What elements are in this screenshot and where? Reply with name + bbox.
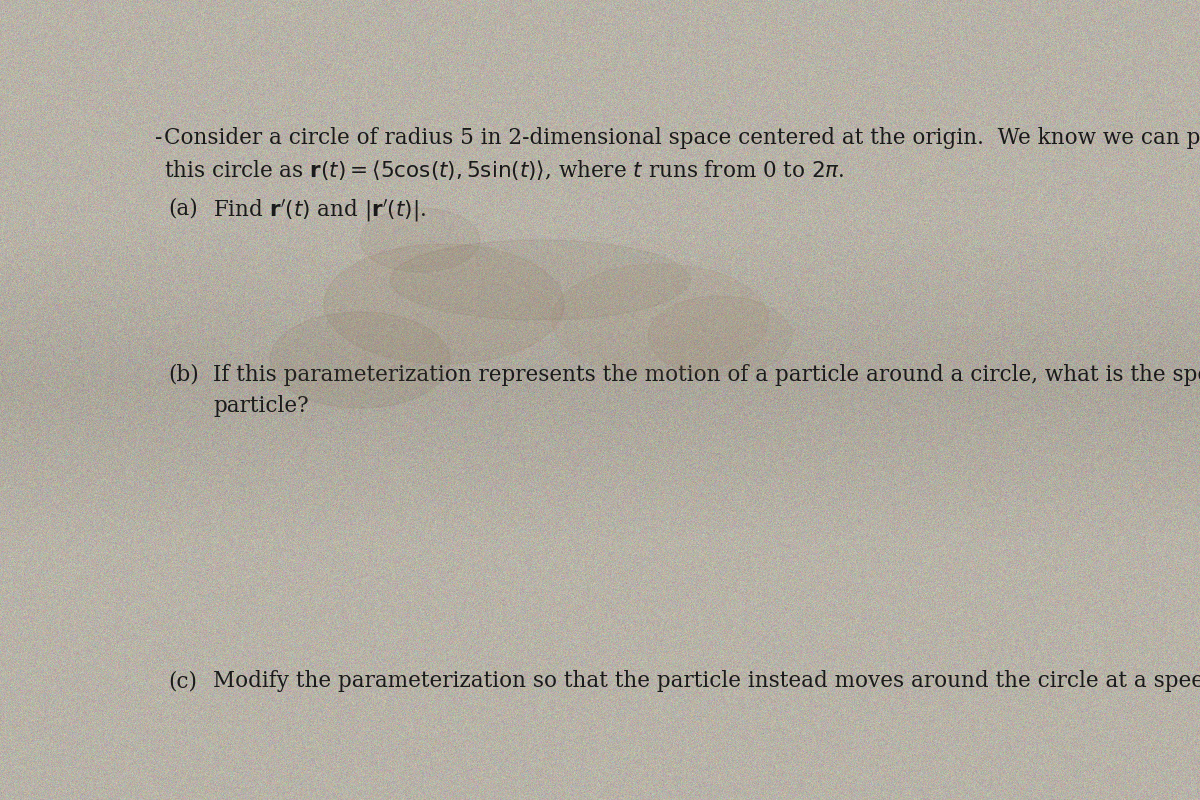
- Text: (c): (c): [168, 670, 198, 692]
- Text: Consider a circle of radius 5 in 2-dimensional space centered at the origin.  We: Consider a circle of radius 5 in 2-dimen…: [164, 127, 1200, 149]
- Text: Find $\mathbf{r}'(t)$ and $|\mathbf{r}'(t)|$.: Find $\mathbf{r}'(t)$ and $|\mathbf{r}'(…: [214, 198, 426, 224]
- Ellipse shape: [390, 240, 690, 320]
- Text: -: -: [155, 127, 162, 149]
- Ellipse shape: [552, 264, 768, 376]
- Text: this circle as $\mathbf{r}(t) = \langle 5\cos(t), 5\sin(t)\rangle$, where $t$ ru: this circle as $\mathbf{r}(t) = \langle …: [164, 158, 845, 182]
- Ellipse shape: [360, 208, 480, 272]
- Ellipse shape: [324, 244, 564, 364]
- Text: If this parameterization represents the motion of a particle around a circle, wh: If this parameterization represents the …: [214, 364, 1200, 386]
- Text: particle?: particle?: [214, 394, 308, 417]
- Text: Modify the parameterization so that the particle instead moves around the circle: Modify the parameterization so that the …: [214, 670, 1200, 692]
- Text: (a): (a): [168, 198, 198, 220]
- Text: (b): (b): [168, 364, 199, 386]
- Ellipse shape: [648, 296, 792, 376]
- Ellipse shape: [270, 312, 450, 408]
